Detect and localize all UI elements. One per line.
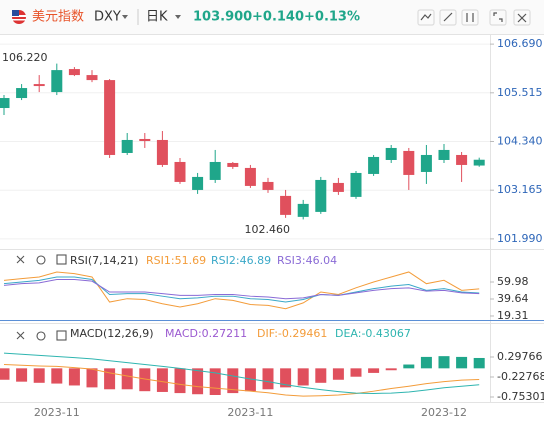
macd-bar xyxy=(456,356,468,369)
macd-bar xyxy=(104,368,116,390)
x-tick-label: 2023-11 xyxy=(34,406,80,419)
candle-body xyxy=(332,182,344,192)
dropdown-arrow xyxy=(175,15,181,19)
macd-bar xyxy=(332,368,344,380)
candle-body xyxy=(350,172,362,197)
symbol[interactable]: DXY xyxy=(94,10,121,25)
y-tick-label: 39.64 xyxy=(497,292,529,305)
y-tick-label: 103.165 xyxy=(497,183,543,196)
macd-bar xyxy=(121,368,133,390)
macd-bar xyxy=(244,368,256,392)
macd-bar xyxy=(192,368,204,395)
macd-bar xyxy=(209,368,221,395)
macd-bar xyxy=(16,368,28,382)
y-tick-label: 59.98 xyxy=(497,275,529,288)
macd-bar xyxy=(315,368,327,383)
candle-body xyxy=(16,88,28,99)
candle-body xyxy=(368,156,380,174)
candle-body xyxy=(104,80,116,155)
candle-body xyxy=(227,162,239,167)
macd-bar xyxy=(33,368,45,383)
candle-body xyxy=(68,69,80,76)
macd-controls[interactable] xyxy=(16,330,67,341)
change-pct: +0.13% xyxy=(304,10,360,25)
macd-bar xyxy=(68,368,80,386)
index-name: 美元指数 xyxy=(32,10,84,25)
x-tick-label: 2023-12 xyxy=(421,406,467,419)
macd-bar xyxy=(438,356,450,369)
x-tick-label: 2023-11 xyxy=(227,406,273,419)
macd-bar xyxy=(350,368,362,377)
candle-body xyxy=(244,167,256,186)
macd-bar xyxy=(385,368,397,371)
flag-icon xyxy=(12,10,26,24)
candle-body xyxy=(139,138,151,142)
annotation: 102.460 xyxy=(245,223,291,236)
last-price: 103.900 xyxy=(193,10,252,25)
candle-body xyxy=(420,154,432,172)
macd-line xyxy=(3,352,480,394)
candle-body xyxy=(156,139,168,165)
legend-entry: RSI1:51.69 xyxy=(146,254,206,267)
candle-body xyxy=(280,195,292,215)
candle-body xyxy=(209,161,221,180)
candle-body xyxy=(174,161,186,182)
candle-body xyxy=(192,176,204,190)
candle-body xyxy=(315,179,327,212)
toolbar[interactable] xyxy=(417,9,531,26)
y-tick-label: 19.31 xyxy=(497,309,529,322)
candle-body xyxy=(438,149,450,160)
legend-entry: DIF:-0.29461 xyxy=(257,327,327,340)
candle-body xyxy=(456,154,468,165)
header-bar xyxy=(0,0,544,34)
rsi-line xyxy=(3,276,480,303)
macd-bar xyxy=(227,368,239,394)
y-tick-label: 101.990 xyxy=(497,232,543,245)
candle-body xyxy=(51,70,63,93)
annotation: 106.220 xyxy=(2,51,48,64)
y-tick-label: -0.22768 xyxy=(497,370,544,383)
macd-bar xyxy=(262,368,274,390)
macd-bar xyxy=(368,368,380,373)
rsi-controls[interactable] xyxy=(16,254,67,265)
y-tick-label: 105.515 xyxy=(497,86,543,99)
indicator-title: RSI(7,14,21) xyxy=(70,254,138,267)
macd-bar xyxy=(297,368,309,386)
dropdown-arrow xyxy=(122,15,128,19)
y-tick-label: 0.29766 xyxy=(497,350,543,363)
legend-entry: RSI3:46.04 xyxy=(277,254,337,267)
macd-line xyxy=(3,364,480,397)
macd-bar xyxy=(51,368,63,384)
indicator-title: MACD(12,26,9) xyxy=(70,327,154,340)
y-tick-label: 106.690 xyxy=(497,37,543,50)
candle-body xyxy=(473,159,485,166)
rsi-line xyxy=(3,278,480,300)
candle-body xyxy=(33,84,45,87)
macd-bar xyxy=(420,356,432,369)
candle-body xyxy=(385,147,397,160)
legend-entry: MACD:0.27211 xyxy=(165,327,247,340)
legend-entry: DEA:-0.43067 xyxy=(335,327,411,340)
candle-body xyxy=(121,139,133,153)
candle-body xyxy=(262,181,274,190)
macd-bar xyxy=(0,368,10,380)
macd-bar xyxy=(86,368,98,388)
candle-body xyxy=(297,203,309,217)
macd-bar xyxy=(403,364,415,369)
legend-entry: RSI2:46.89 xyxy=(211,254,271,267)
macd-bar xyxy=(156,368,168,392)
candle-body xyxy=(86,75,98,81)
period[interactable]: 日K xyxy=(146,10,168,25)
change: +0.140 xyxy=(252,10,304,25)
y-tick-label: 104.340 xyxy=(497,135,543,148)
macd-bar xyxy=(473,357,485,369)
candle-body xyxy=(0,98,10,109)
macd-bar xyxy=(174,368,186,394)
macd-bar xyxy=(280,368,292,388)
candle-body xyxy=(403,150,415,175)
y-tick-label: -0.75301 xyxy=(497,390,544,403)
rsi-line xyxy=(3,271,480,310)
macd-bar xyxy=(139,368,151,392)
